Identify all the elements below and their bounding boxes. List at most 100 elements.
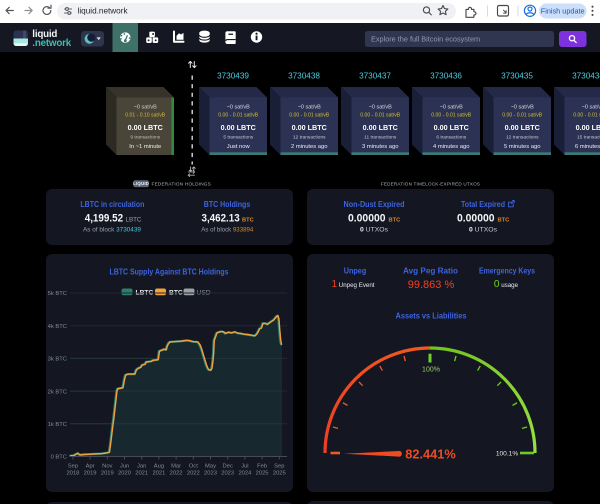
svg-text:0.00 LBTC: 0.00 LBTC xyxy=(576,122,600,131)
svg-text:2023: 2023 xyxy=(204,471,217,477)
svg-text:0.00 LBTC: 0.00 LBTC xyxy=(221,122,256,131)
svg-text:Feb: Feb xyxy=(257,464,267,470)
svg-text:2018: 2018 xyxy=(66,471,79,477)
svg-text:Non-Dust Expired: Non-Dust Expired xyxy=(344,200,405,209)
svg-text:Finish update: Finish update xyxy=(541,7,585,16)
svg-text:2019: 2019 xyxy=(84,471,97,477)
svg-text:2 minutes ago: 2 minutes ago xyxy=(291,144,327,150)
svg-text:BTC: BTC xyxy=(389,218,401,224)
svg-text:Jul: Jul xyxy=(241,464,248,470)
svg-text:0.00 LBTC: 0.00 LBTC xyxy=(434,122,469,131)
svg-text:2025: 2025 xyxy=(256,471,269,477)
svg-text:Nov: Nov xyxy=(102,464,112,470)
svg-text:LBTC Supply Against BTC Holdin: LBTC Supply Against BTC Holdings xyxy=(110,268,230,277)
svg-text:~0 sat/vB: ~0 sat/vB xyxy=(582,104,600,110)
svg-text:LBTC in circulation: LBTC in circulation xyxy=(80,200,144,209)
svg-text:.network: .network xyxy=(32,37,71,48)
svg-text:BTC Holdings: BTC Holdings xyxy=(204,200,251,209)
svg-text:3730436: 3730436 xyxy=(430,71,462,80)
svg-text:5k BTC: 5k BTC xyxy=(48,291,67,297)
svg-text:2k BTC: 2k BTC xyxy=(48,389,67,395)
svg-text:As of block 3730439: As of block 3730439 xyxy=(83,227,141,234)
svg-text:1k BTC: 1k BTC xyxy=(48,422,67,428)
svg-text:~0 sat/vB: ~0 sat/vB xyxy=(369,104,392,110)
svg-text:Just now: Just now xyxy=(227,144,251,150)
svg-text:May: May xyxy=(205,464,216,470)
svg-text:2022: 2022 xyxy=(187,471,200,477)
svg-text:0.00000: 0.00000 xyxy=(348,213,386,225)
svg-text:~0 sat/vB: ~0 sat/vB xyxy=(227,104,250,110)
svg-text:0.00 LBTC: 0.00 LBTC xyxy=(128,122,163,131)
svg-text:0 usage: 0 usage xyxy=(494,279,519,290)
svg-text:0.00 - 0.01 sat/vB: 0.00 - 0.01 sat/vB xyxy=(289,112,330,118)
svg-text:0.01 - 0.10 sat/vB: 0.01 - 0.10 sat/vB xyxy=(125,112,166,118)
svg-text:0.00000: 0.00000 xyxy=(457,213,495,225)
svg-text:~0 sat/vB: ~0 sat/vB xyxy=(440,104,463,110)
svg-text:3 minutes ago: 3 minutes ago xyxy=(362,144,398,150)
svg-text:3,462.13: 3,462.13 xyxy=(202,213,240,225)
svg-text:6 minutes ago: 6 minutes ago xyxy=(575,144,600,150)
svg-text:100%: 100% xyxy=(422,366,440,373)
svg-text:3730438: 3730438 xyxy=(288,71,320,80)
svg-text:Oct: Oct xyxy=(189,464,198,470)
svg-text:0.00 LBTC: 0.00 LBTC xyxy=(292,122,327,131)
svg-text:Total Expired: Total Expired xyxy=(461,200,505,209)
svg-text:1 Unpeg Event: 1 Unpeg Event xyxy=(331,279,374,290)
svg-text:0.00 - 0.01 sat/vB: 0.00 - 0.01 sat/vB xyxy=(431,112,472,118)
svg-text:0.00 - 0.01 sat/vB: 0.00 - 0.01 sat/vB xyxy=(218,112,259,118)
svg-text:2023: 2023 xyxy=(221,471,234,477)
svg-text:2019: 2019 xyxy=(101,471,114,477)
svg-text:Aug: Aug xyxy=(154,464,164,470)
svg-text:0.00 LBTC: 0.00 LBTC xyxy=(505,122,540,131)
svg-text:Avg Peg Ratio: Avg Peg Ratio xyxy=(403,267,458,276)
svg-text:3k BTC: 3k BTC xyxy=(48,357,67,363)
svg-text:~0 sat/vB: ~0 sat/vB xyxy=(298,104,321,110)
svg-text:Jan: Jan xyxy=(137,464,146,470)
svg-text:Sep: Sep xyxy=(274,464,284,470)
svg-text:As of block 933894: As of block 933894 xyxy=(201,227,253,234)
svg-text:BTC: BTC xyxy=(242,218,254,224)
svg-text:12 transactions: 12 transactions xyxy=(506,134,539,140)
svg-text:0.00 LBTC: 0.00 LBTC xyxy=(363,122,398,131)
svg-text:Mar: Mar xyxy=(171,464,181,470)
svg-text:liquid.network: liquid.network xyxy=(78,7,129,16)
svg-text:3730439: 3730439 xyxy=(217,71,249,80)
svg-text:100.1%: 100.1% xyxy=(496,451,519,458)
svg-text:~0 sat/vB: ~0 sat/vB xyxy=(134,104,157,110)
svg-text:99.863 %: 99.863 % xyxy=(408,279,455,291)
svg-text:2021: 2021 xyxy=(152,471,165,477)
svg-text:2021: 2021 xyxy=(135,471,148,477)
svg-text:LIQUID: LIQUID xyxy=(133,181,149,186)
svg-text:6 transactions: 6 transactions xyxy=(436,134,466,140)
svg-text:Emergency Keys: Emergency Keys xyxy=(479,267,535,276)
svg-text:Dec: Dec xyxy=(223,464,233,470)
svg-text:FEDERATION HOLDINGS: FEDERATION HOLDINGS xyxy=(152,182,211,187)
svg-text:Sep: Sep xyxy=(68,464,78,470)
svg-text:~0 sat/vB: ~0 sat/vB xyxy=(511,104,534,110)
svg-text:4k BTC: 4k BTC xyxy=(48,324,67,330)
svg-text:BTC: BTC xyxy=(498,218,510,224)
svg-text:4 minutes ago: 4 minutes ago xyxy=(433,144,469,150)
svg-text:5 minutes ago: 5 minutes ago xyxy=(504,144,540,150)
svg-text:82.441%: 82.441% xyxy=(405,447,456,462)
svg-text:3730437: 3730437 xyxy=(359,71,391,80)
svg-text:15 transactions: 15 transactions xyxy=(577,134,600,140)
svg-text:0.00 - 0.01 sat/vB: 0.00 - 0.01 sat/vB xyxy=(502,112,543,118)
svg-text:Assets vs Liabilities: Assets vs Liabilities xyxy=(396,312,467,321)
svg-text:9 transactions: 9 transactions xyxy=(130,134,160,140)
svg-text:0 UTXOs: 0 UTXOs xyxy=(469,227,498,234)
svg-text:0 UTXOs: 0 UTXOs xyxy=(360,227,389,234)
svg-text:2024: 2024 xyxy=(238,471,252,477)
svg-text:In ~1 minute: In ~1 minute xyxy=(129,144,161,150)
svg-text:3730434: 3730434 xyxy=(572,71,600,80)
svg-text:12 transactions: 12 transactions xyxy=(293,134,326,140)
svg-text:LBTC: LBTC xyxy=(126,217,142,224)
svg-text:2020: 2020 xyxy=(118,471,131,477)
svg-text:5 transactions: 5 transactions xyxy=(223,134,253,140)
svg-text:Apr: Apr xyxy=(86,464,95,470)
svg-text:0.00 - 0.01 sat/vB: 0.00 - 0.01 sat/vB xyxy=(573,112,600,118)
svg-text:4,199.52: 4,199.52 xyxy=(85,213,124,225)
svg-text:liquid: liquid xyxy=(32,28,57,39)
svg-text:Unpeg: Unpeg xyxy=(344,267,367,276)
svg-text:2022: 2022 xyxy=(170,471,183,477)
